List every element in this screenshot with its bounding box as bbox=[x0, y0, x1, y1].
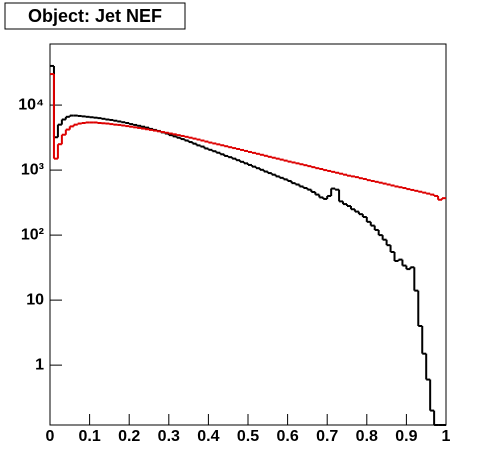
x-tick-label: 0.6 bbox=[276, 428, 298, 445]
histogram-connector bbox=[52, 74, 444, 200]
x-tick-label: 0.1 bbox=[78, 428, 100, 445]
x-tick-label: 0.2 bbox=[118, 428, 140, 445]
x-tick-label: 0.3 bbox=[158, 428, 180, 445]
x-tick-label: 0.5 bbox=[237, 428, 259, 445]
x-tick-label: 0.9 bbox=[395, 428, 417, 445]
x-tick-label: 1 bbox=[442, 428, 451, 445]
x-tick-label: 0 bbox=[46, 428, 55, 445]
x-tick-label: 0.4 bbox=[197, 428, 219, 445]
y-tick-label: 1 bbox=[35, 356, 44, 373]
y-tick-label: 10² bbox=[21, 226, 44, 243]
y-tick-label: 10³ bbox=[21, 161, 44, 178]
x-tick-label: 0.8 bbox=[356, 428, 378, 445]
chart-title: Object: Jet NEF bbox=[28, 6, 162, 26]
y-tick-label: 10⁴ bbox=[18, 96, 44, 113]
x-tick-label: 0.7 bbox=[316, 428, 338, 445]
y-tick-label: 10 bbox=[26, 291, 44, 308]
title-box bbox=[4, 2, 186, 30]
